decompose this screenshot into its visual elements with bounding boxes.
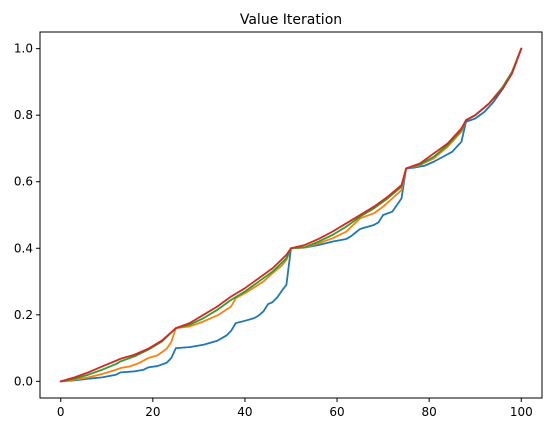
series-line-2 <box>59 47 523 383</box>
plot-area <box>59 47 523 383</box>
y-tick-label: 0.2 <box>14 308 33 322</box>
x-tick-label: 100 <box>510 405 533 419</box>
y-tick-label: 0.0 <box>14 374 33 388</box>
series-line-3 <box>59 47 523 383</box>
y-tick-label: 0.4 <box>14 241 33 255</box>
x-tick-label: 80 <box>422 405 437 419</box>
chart-title: Value Iteration <box>240 12 342 28</box>
series-line-1 <box>59 47 523 383</box>
x-axis: 0 20 40 60 80 100 <box>57 398 533 419</box>
x-tick-label: 40 <box>237 405 252 419</box>
axes-frame <box>39 31 543 399</box>
y-tick-label: 0.6 <box>14 175 33 189</box>
series-line-4 <box>59 47 523 383</box>
x-tick-label: 0 <box>57 405 65 419</box>
x-tick-label: 20 <box>145 405 160 419</box>
x-tick-label: 60 <box>329 405 344 419</box>
y-tick-label: 1.0 <box>14 42 33 56</box>
y-axis: 0.0 0.2 0.4 0.6 0.8 1.0 <box>14 42 40 388</box>
y-tick-label: 0.8 <box>14 108 33 122</box>
